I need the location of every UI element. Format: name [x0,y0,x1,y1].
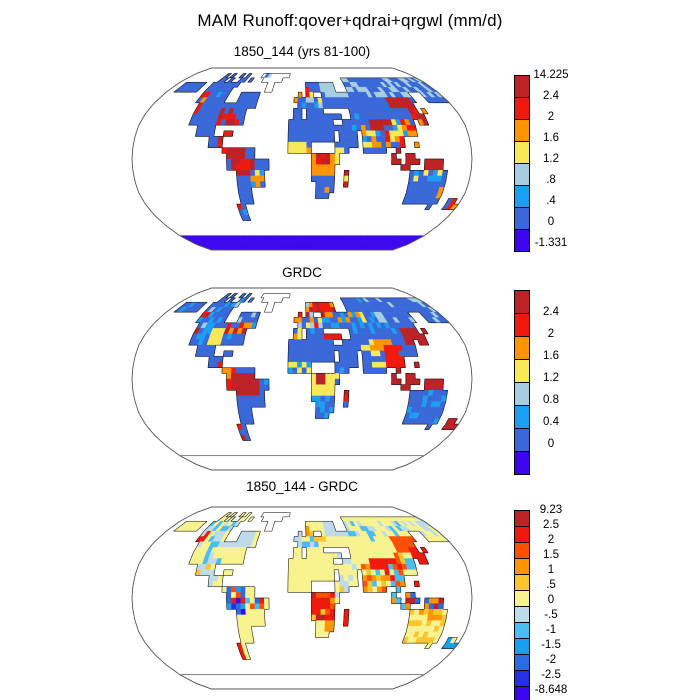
colorbar-label: 2 [547,111,555,123]
colorbar-cell [514,606,530,623]
colorbar-label: 0 [547,594,555,606]
colorbar-label: -1.5 [541,639,561,651]
colorbar-label: -.5 [544,609,558,621]
colorbar-label: 2 [547,328,555,340]
colorbar-label: 14.225 [533,69,569,81]
colorbar-cell [514,622,530,639]
panel3-subtitle: 1850_144 - GRDC [246,479,358,494]
colorbar-cell [514,405,530,429]
colorbar-cell [514,359,530,383]
colorbar-cell [514,97,530,120]
colorbar-cell [514,428,530,452]
colorbar-label: .5 [546,579,556,591]
colorbar-cell [514,163,530,186]
colorbar-label: 2.5 [543,519,559,531]
colorbar-cell [514,590,530,607]
colorbar-cell [514,313,530,337]
colorbar-cell [514,542,530,559]
colorbar-label: 2.4 [543,306,559,318]
colorbar-difference: 9.23 2.5 2 1.5 1.5 0 -.5 -1 -1.5 -2 -2.5 -8.648 [514,504,567,700]
colorbar-cell [514,451,530,475]
colorbar-cell [514,75,530,98]
colorbar-cell [514,207,530,230]
colorbar-label: -2 [545,654,557,666]
colorbar-label: 2.4 [543,90,559,102]
colorbar-cell [514,382,530,406]
colorbar-label: 1 [547,564,555,576]
colorbar-label: 1.5 [543,549,559,561]
colorbar-label: 1.6 [543,350,559,362]
colorbar-label: 1.2 [543,372,559,384]
panel2-subtitle: GRDC [282,265,322,280]
colorbar-label: 0.8 [543,394,559,406]
colorbar-cell [514,670,530,687]
colorbar-label: 9.23 [539,504,563,516]
colorbar-cell [514,558,530,575]
colorbar-cell [514,638,530,655]
colorbar-cell [514,654,530,671]
colorbar-label: 0 [547,216,555,228]
panel1-subtitle: 1850_144 (yrs 81-100) [233,44,371,59]
colorbar-label: -1.331 [534,237,568,249]
colorbar-cell [514,510,530,527]
colorbar-label: .4 [546,195,556,207]
colorbar-cell [514,526,530,543]
colorbar-label: 2 [547,534,555,546]
colorbar-cell [514,119,530,142]
colorbar-label: 0 [547,438,555,450]
colorbar-label: 0.4 [543,416,559,428]
colorbar-model: 14.225 2.4 2 1.6 1.2 .8 .4 0 -1.331 [514,69,569,252]
colorbar-label: 1.6 [543,132,559,144]
map-difference [128,503,476,693]
colorbar-label: -2.5 [541,669,561,681]
map-model-1850-144 [128,64,476,254]
colorbar-cell [514,336,530,360]
colorbar-label: 1.2 [543,153,559,165]
map-grdc-observations [128,284,476,474]
colorbar-cell [514,686,530,700]
figure-title: MAM Runoff:qover+qdrai+qrgwl (mm/d) [197,11,503,30]
colorbar-cell [514,141,530,164]
colorbar-label: -8.648 [534,684,568,696]
colorbar-cell [514,574,530,591]
colorbar-label: .8 [546,174,556,186]
colorbar-cell [514,290,530,314]
colorbar-cell [514,229,530,252]
colorbar-label: -1 [545,624,557,636]
colorbar-grdc: 2.4 2 1.6 1.2 0.8 0.4 0 [514,290,559,475]
colorbar-cell [514,185,530,208]
